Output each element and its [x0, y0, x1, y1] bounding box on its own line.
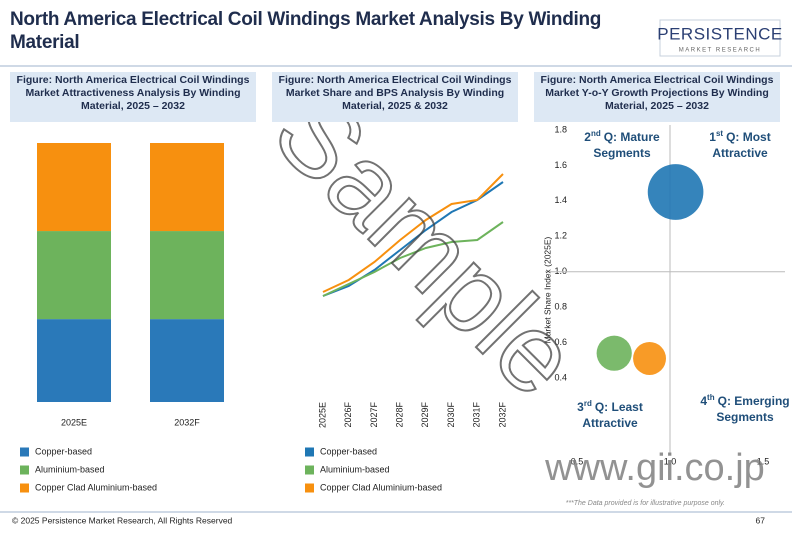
quadrant-text: Q: Least	[595, 400, 643, 414]
x-tick-label: 1.0	[664, 456, 677, 466]
chart-1: 2025E 2032F Copper-based Aluminium-based Cop…	[20, 143, 224, 493]
bubble	[633, 342, 667, 375]
legend-swatch	[305, 483, 314, 493]
quadrant-ordinal: 2	[584, 130, 591, 144]
legend-swatch	[20, 465, 29, 475]
quadrant-suffix: rd	[584, 399, 592, 408]
line	[322, 221, 504, 297]
copyright: © 2025 Persistence Market Research, All …	[12, 515, 233, 525]
quadrant-label: 4th Q: Emerging	[700, 393, 789, 408]
quadrant-label: Attractive	[582, 416, 638, 430]
y-axis-label: Market Share Index (2025E)	[542, 236, 552, 343]
x-tick-label: 2025E	[61, 417, 87, 427]
quadrant-label: 1st Q: Most	[709, 129, 770, 144]
figure-title: Figure: North America Electrical Coil Wi…	[272, 72, 518, 122]
bar-segment	[37, 319, 111, 402]
x-tick-label: 2031F	[472, 402, 482, 428]
y-tick-label: 1.0	[554, 266, 567, 276]
page-title: North America Electrical Coil Windings M…	[10, 9, 602, 53]
logo-box	[659, 19, 781, 57]
page-number: 67	[756, 515, 766, 525]
x-tick-label: 2030F	[446, 402, 456, 428]
bubble	[647, 164, 704, 220]
bar-segment	[150, 319, 224, 402]
bar-segment	[37, 231, 111, 320]
quadrant-label: Segments	[593, 146, 651, 160]
quadrant-text: Q: Emerging	[718, 394, 790, 408]
legend-label: Copper-based	[35, 446, 92, 456]
quadrant-ordinal: 3	[577, 400, 584, 414]
quadrant-suffix: nd	[591, 129, 601, 138]
bar-segment	[150, 143, 224, 232]
legend-label: Aluminium-based	[320, 464, 390, 474]
bubble	[596, 335, 632, 371]
y-tick-label: 1.2	[554, 231, 567, 241]
bar-segment	[37, 143, 111, 232]
x-tick-label: 2029F	[420, 402, 430, 428]
note: ***The Data provided is for illustrative…	[566, 500, 725, 507]
quadrant-label: Segments	[716, 410, 774, 424]
x-tick-label: 2032F	[174, 417, 200, 427]
figure-title: Figure: North America Electrical Coil Wi…	[534, 72, 780, 122]
x-tick-label: 2025E	[317, 402, 327, 428]
quadrant-text: Q: Most	[726, 130, 771, 144]
quadrant-label: 2nd Q: Mature	[584, 129, 660, 144]
quadrant-text: Q: Mature	[604, 130, 660, 144]
y-tick-label: 0.4	[554, 372, 567, 382]
y-tick-label: 1.6	[554, 160, 567, 170]
x-tick-label: 1.5	[757, 456, 770, 466]
x-tick-label: 2026F	[343, 402, 353, 428]
legend-label: Aluminium-based	[35, 464, 105, 474]
x-tick-label: 0.5	[571, 456, 584, 466]
chart-2: 2025E 2026F 2027F 2028F 2029F 2030F 2031F 2032F…	[305, 173, 507, 493]
y-tick-label: 1.4	[554, 195, 567, 205]
chart-3: 0.5 1.0 1.5 0.4 0.6 0.8 1.0 1.2 1.4 1.6 1.8 Market …	[542, 124, 789, 466]
y-tick-label: 0.8	[554, 302, 567, 312]
legend-label: Copper Clad Aluminium-based	[320, 482, 442, 492]
bar-segment	[150, 231, 224, 320]
legend-label: Copper-based	[320, 446, 377, 456]
figure-title: Figure: North America Electrical Coil Wi…	[10, 72, 256, 122]
logo: PERSISTENCE	[657, 24, 782, 43]
legend-label: Copper Clad Aluminium-based	[35, 482, 157, 492]
y-tick-label: 0.6	[554, 337, 567, 347]
watermark-site: www.gii.co.jp	[544, 447, 765, 489]
legend-swatch	[305, 465, 314, 475]
x-tick-label: 2028F	[395, 402, 405, 428]
logo-sub: MARKET RESEARCH	[679, 48, 761, 54]
quadrant-label: 3rd Q: Least	[577, 399, 643, 414]
line	[322, 181, 504, 297]
y-tick-label: 1.8	[554, 124, 567, 134]
quadrant-suffix: st	[716, 129, 723, 138]
x-tick-label: 2032F	[497, 402, 507, 428]
line	[322, 173, 504, 293]
quadrant-ordinal: 4	[700, 394, 707, 408]
legend-swatch	[305, 447, 314, 457]
quadrant-ordinal: 1	[709, 130, 716, 144]
x-tick-label: 2027F	[369, 402, 379, 428]
quadrant-suffix: th	[707, 393, 715, 402]
legend-swatch	[20, 447, 29, 457]
legend-swatch	[20, 483, 29, 493]
quadrant-label: Attractive	[712, 146, 768, 160]
